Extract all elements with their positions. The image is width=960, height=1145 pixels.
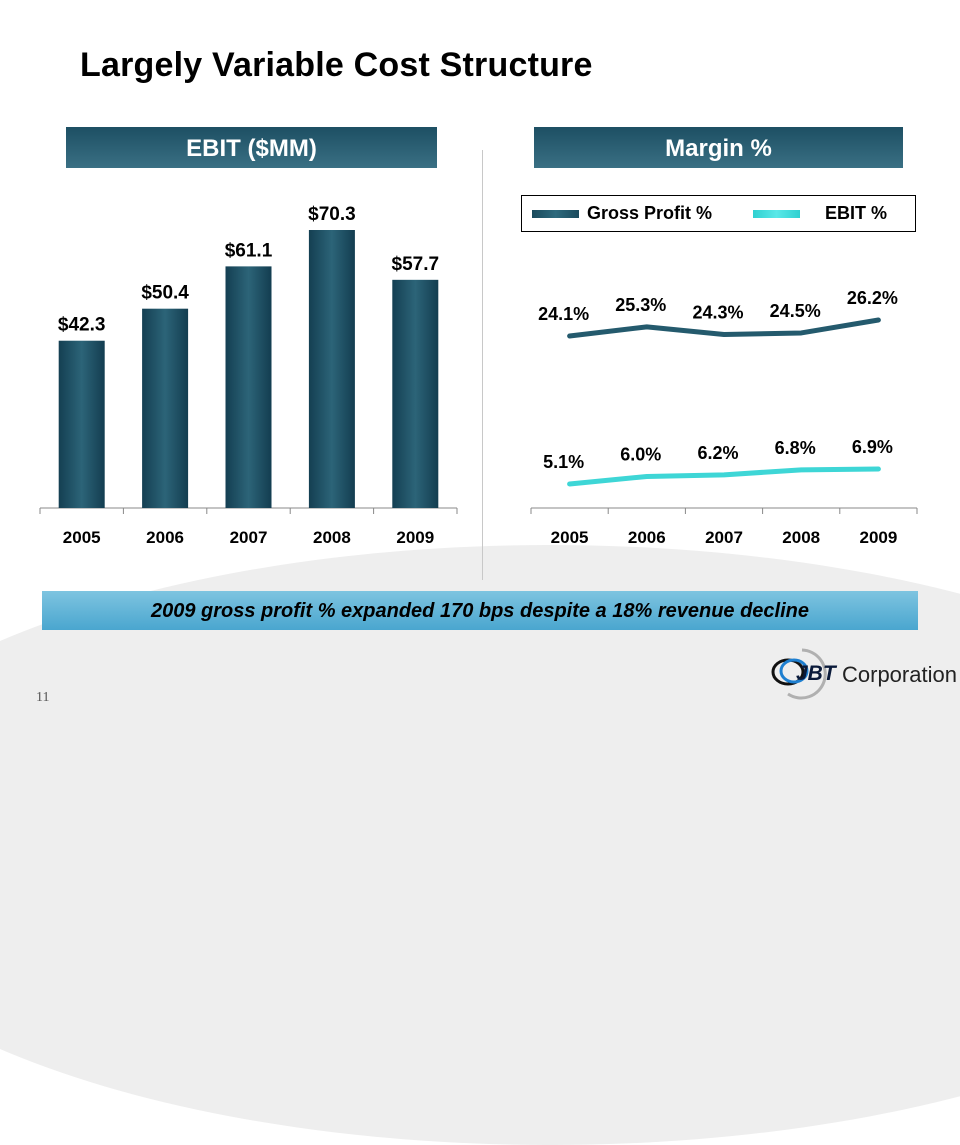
- line-x-tick-label: 2006: [628, 528, 666, 547]
- bar-value-label: $50.4: [141, 283, 189, 304]
- bar-value-label: $57.7: [392, 254, 440, 275]
- ebit-data-label: 6.9%: [852, 437, 893, 457]
- bar-x-tick-label: 2005: [63, 528, 101, 547]
- bar-2007: [225, 266, 272, 508]
- bar-value-label: $42.3: [58, 315, 106, 336]
- charts-svg: $42.3 2005 $50.4 2006 $61.1 2007 $70.3 2008 $57.…: [39, 204, 918, 547]
- bar-value-label: $61.1: [225, 240, 273, 261]
- bar-2009: [392, 279, 439, 508]
- gross-profit-data-label: 26.2%: [847, 288, 898, 308]
- ebit-chart-header: EBIT ($MM): [66, 127, 437, 168]
- bar-2008: [308, 230, 355, 508]
- line-x-tick-label: 2008: [782, 528, 820, 547]
- gross-profit-data-label: 24.5%: [770, 301, 821, 321]
- legend-swatch-ebit: [753, 210, 800, 218]
- logo-swirl-icon: [771, 648, 827, 700]
- legend-label-gross-profit: Gross Profit %: [587, 203, 713, 223]
- bar-x-tick-label: 2007: [230, 528, 268, 547]
- callout-banner: 2009 gross profit % expanded 170 bps des…: [42, 591, 918, 630]
- line-x-tick-label: 2005: [551, 528, 589, 547]
- bar-2005: [58, 340, 105, 508]
- bar-x-tick-label: 2009: [396, 528, 434, 547]
- ebit-data-label: 5.1%: [543, 452, 584, 472]
- legend-swatch-gross-profit: [532, 210, 579, 218]
- ebit-data-label: 6.0%: [620, 445, 661, 465]
- margin-chart-header: Margin %: [534, 127, 903, 168]
- jbt-logo: JBT Corporation: [766, 648, 957, 700]
- ebit-line: [567, 466, 881, 487]
- ebit-bar-chart: $42.3 2005 $50.4 2006 $61.1 2007 $70.3 2008 $57.…: [39, 204, 458, 547]
- gross-profit-line: [567, 317, 881, 339]
- line-x-tick-label: 2007: [705, 528, 743, 547]
- bar-x-tick-label: 2008: [313, 528, 351, 547]
- legend-label-ebit: EBIT %: [825, 203, 888, 223]
- margin-legend: Gross Profit % EBIT %: [521, 195, 916, 232]
- ebit-data-label: 6.2%: [697, 443, 738, 463]
- panel-divider: [482, 150, 483, 580]
- gross-profit-data-label: 24.1%: [538, 304, 589, 324]
- logo-mark: JBT: [796, 662, 836, 685]
- page-number: 11: [36, 690, 50, 705]
- margin-line-chart: 2005 2006 2007 2008 2009 24.1% 25.3% 24.3% 24.5%…: [530, 288, 918, 547]
- bar-value-label: $70.3: [308, 204, 356, 225]
- slide-title: Largely Variable Cost Structure: [80, 46, 593, 84]
- ebit-data-label: 6.8%: [775, 438, 816, 458]
- gross-profit-data-label: 24.3%: [692, 302, 743, 322]
- bar-x-tick-label: 2006: [146, 528, 184, 547]
- gross-profit-data-label: 25.3%: [615, 295, 666, 315]
- bar-2006: [142, 308, 189, 508]
- line-x-tick-label: 2009: [859, 528, 897, 547]
- logo-text: Corporation: [842, 662, 957, 687]
